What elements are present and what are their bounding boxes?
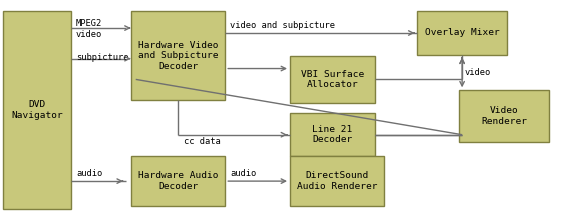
Text: cc data: cc data bbox=[183, 137, 220, 146]
Text: DVD
Navigator: DVD Navigator bbox=[11, 100, 63, 120]
Bar bbox=[290, 113, 375, 157]
Text: audio: audio bbox=[76, 169, 102, 178]
Text: video: video bbox=[464, 68, 490, 77]
Text: MPEG2
video: MPEG2 video bbox=[76, 19, 102, 39]
Bar bbox=[131, 157, 225, 206]
Bar bbox=[459, 90, 548, 142]
Text: Hardware Video
and Subpicture
Decoder: Hardware Video and Subpicture Decoder bbox=[138, 41, 218, 71]
Text: Hardware Audio
Decoder: Hardware Audio Decoder bbox=[138, 171, 218, 191]
Bar bbox=[290, 56, 375, 103]
Bar bbox=[290, 157, 384, 206]
Text: Overlay Mixer: Overlay Mixer bbox=[424, 28, 499, 38]
Text: VBI Surface
Allocator: VBI Surface Allocator bbox=[301, 70, 364, 89]
Text: Video
Renderer: Video Renderer bbox=[481, 106, 527, 126]
Text: subpicture: subpicture bbox=[76, 53, 128, 62]
Text: DirectSound
Audio Renderer: DirectSound Audio Renderer bbox=[297, 171, 378, 191]
Text: Line 21
Decoder: Line 21 Decoder bbox=[312, 125, 353, 144]
Text: audio: audio bbox=[230, 169, 256, 178]
Bar bbox=[3, 11, 71, 209]
Bar bbox=[417, 11, 507, 55]
Text: video and subpicture: video and subpicture bbox=[230, 21, 335, 30]
Bar bbox=[131, 11, 225, 100]
